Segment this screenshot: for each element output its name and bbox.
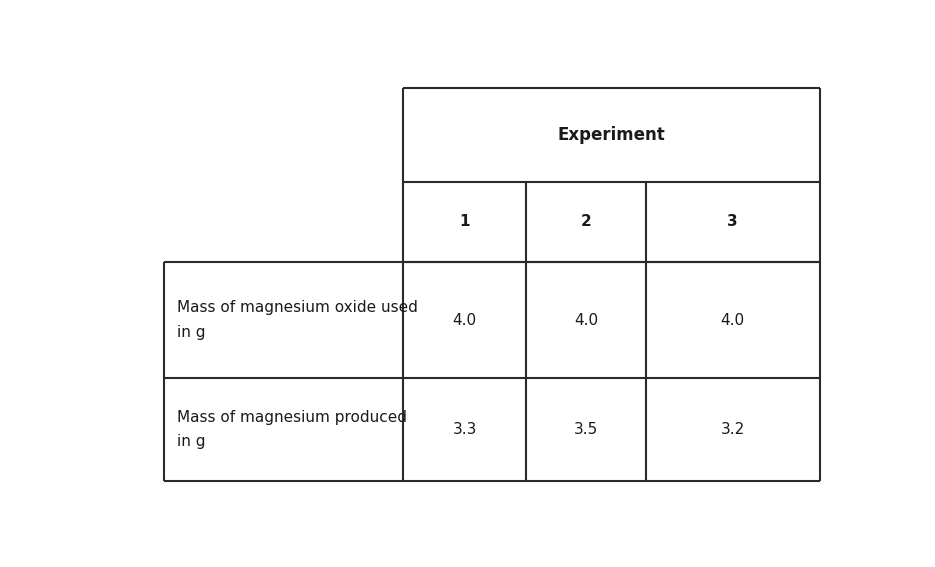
Text: Experiment: Experiment	[557, 126, 666, 143]
Text: 3.2: 3.2	[721, 422, 745, 437]
Text: 3.3: 3.3	[453, 422, 477, 437]
Text: Mass of magnesium oxide used
in g: Mass of magnesium oxide used in g	[177, 301, 418, 340]
Text: 4.0: 4.0	[453, 312, 477, 328]
Text: 1: 1	[459, 214, 470, 230]
Text: 4.0: 4.0	[574, 312, 598, 328]
Text: 3.5: 3.5	[574, 422, 598, 437]
Text: Mass of magnesium produced
in g: Mass of magnesium produced in g	[177, 409, 407, 449]
Text: 3: 3	[727, 214, 738, 230]
Text: 2: 2	[581, 214, 592, 230]
Text: 4.0: 4.0	[721, 312, 745, 328]
